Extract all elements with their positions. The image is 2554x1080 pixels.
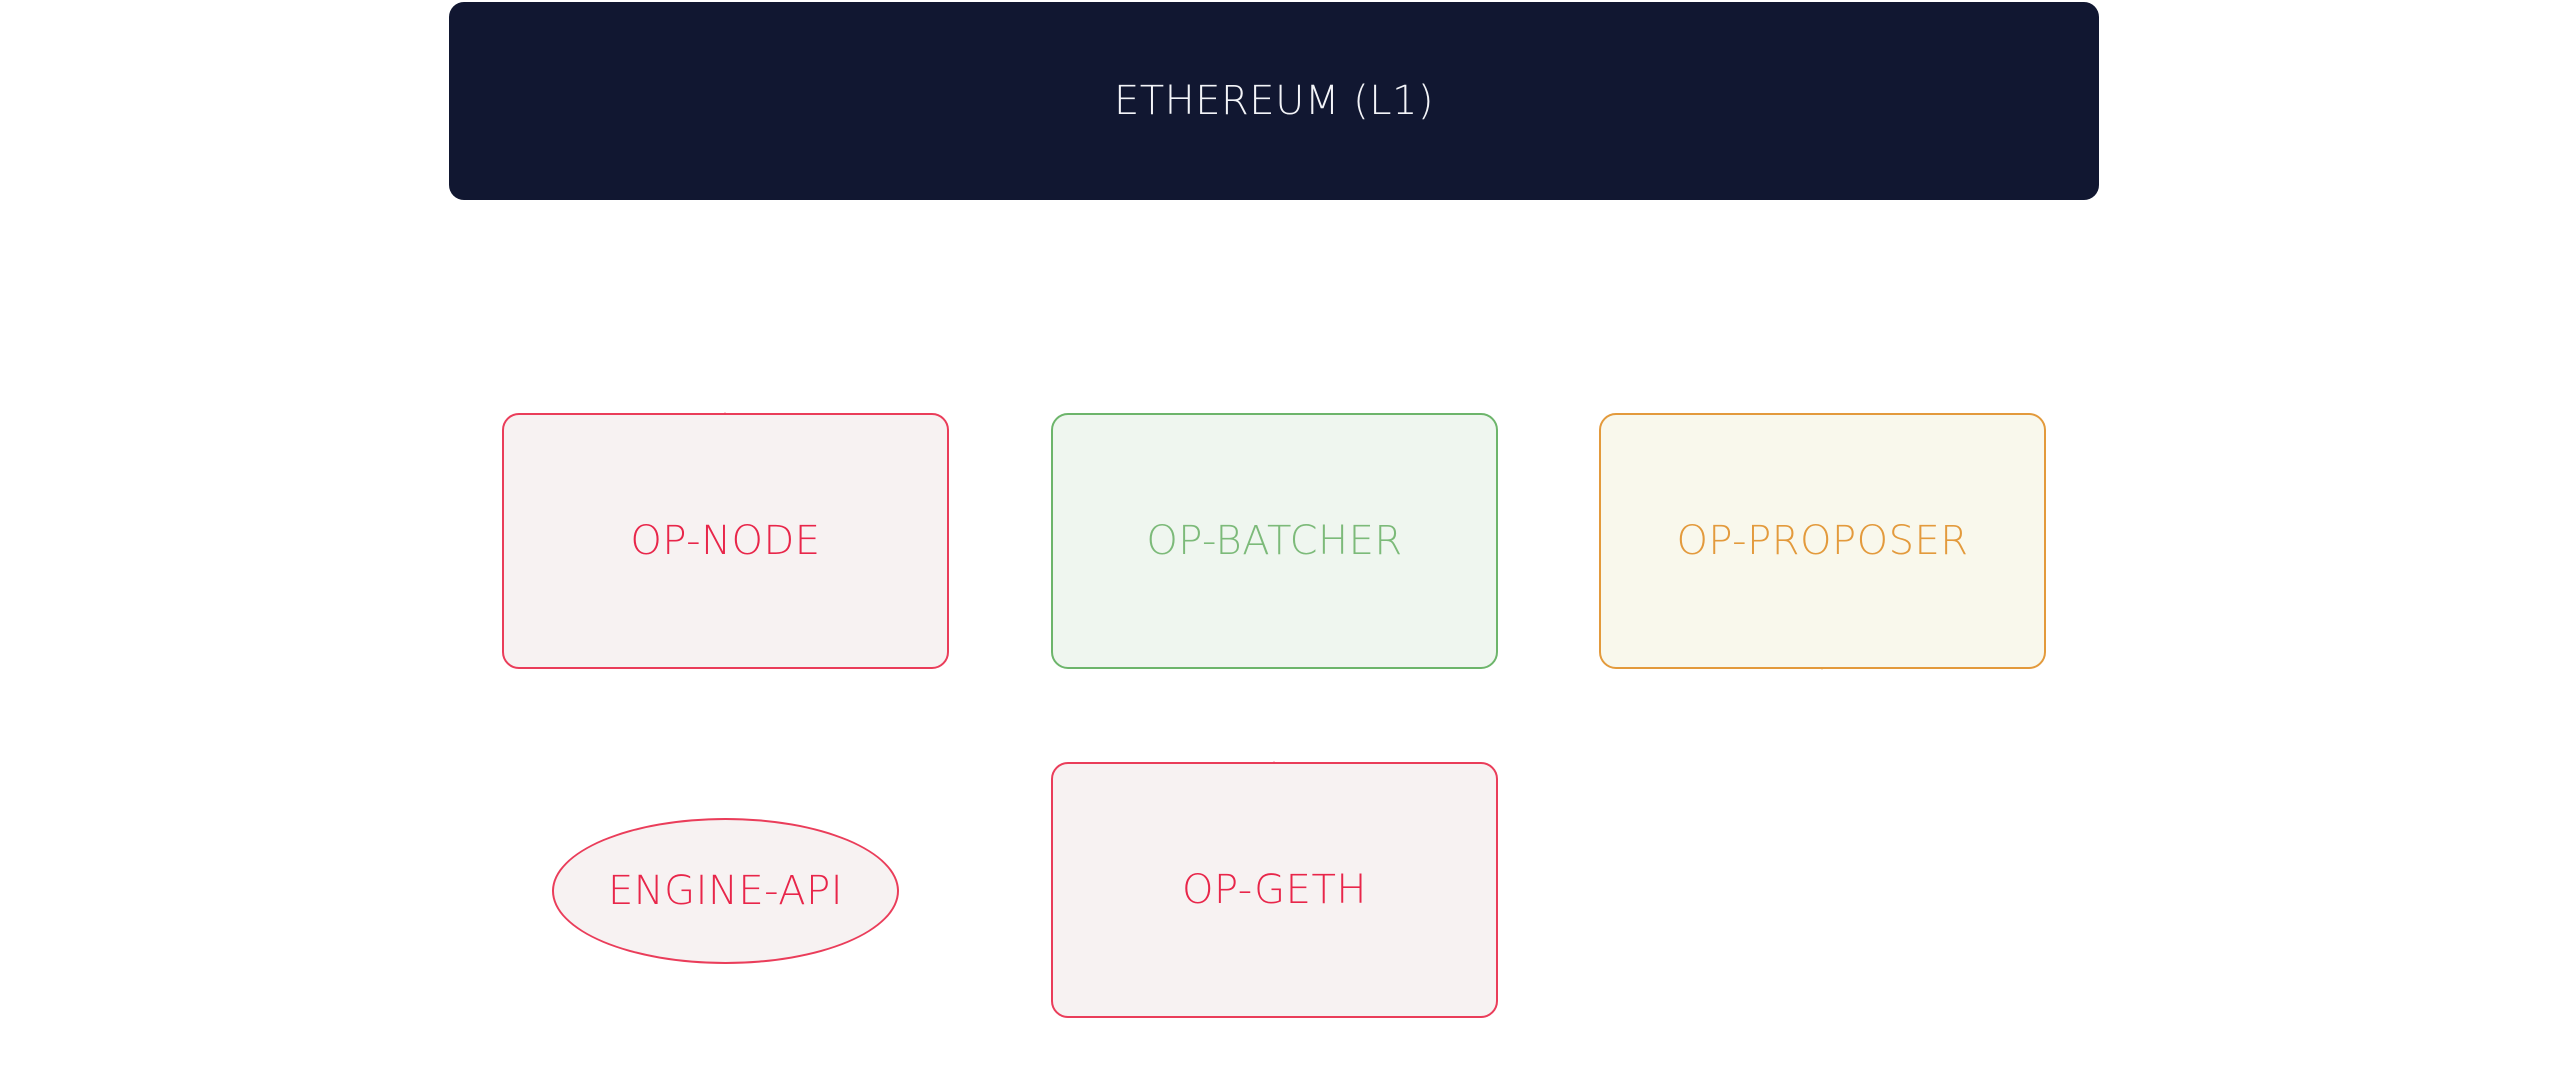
op-batcher-label: OP-BATCHER: [1146, 518, 1403, 564]
op-geth-label: OP-GETH: [1182, 867, 1367, 913]
op-proposer-node: OP-PROPOSER: [1599, 413, 2046, 669]
op-proposer-label: OP-PROPOSER: [1676, 518, 1969, 564]
engine-api-node: ENGINE-API: [552, 818, 899, 964]
op-node-node: OP-NODE: [502, 413, 949, 669]
engine-api-label: ENGINE-API: [607, 868, 844, 914]
op-geth-node: OP-GETH: [1051, 762, 1498, 1018]
ethereum-l1-label: ETHEREUM (L1): [1113, 78, 1435, 124]
op-node-label: OP-NODE: [630, 518, 821, 564]
op-batcher-node: OP-BATCHER: [1051, 413, 1498, 669]
ethereum-l1-node: ETHEREUM (L1): [449, 2, 2099, 200]
